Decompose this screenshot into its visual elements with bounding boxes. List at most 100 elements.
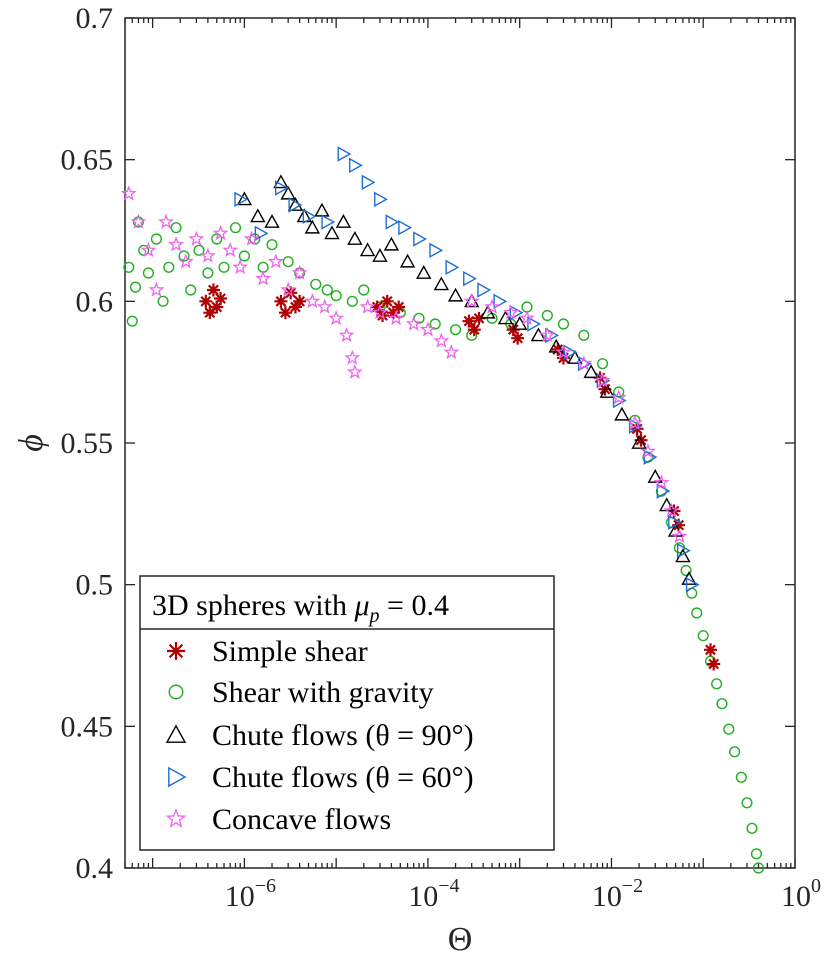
data-point: [278, 306, 292, 320]
legend-marker-triangle-right: [168, 766, 187, 788]
data-point: [697, 630, 709, 642]
data-point: [310, 278, 322, 290]
data-point: [614, 406, 630, 421]
x-axis-label: Θ: [448, 921, 473, 958]
data-point: [142, 267, 155, 279]
data-point: [199, 247, 216, 263]
data-point: [267, 253, 284, 269]
data-point: [321, 284, 333, 296]
data-point: [158, 213, 174, 229]
legend-box: [139, 575, 555, 851]
data-point: [594, 372, 611, 388]
data-point: [148, 281, 165, 297]
data-point: [716, 698, 728, 710]
y-tick-label: 0.7: [76, 2, 114, 35]
data-point: [429, 318, 441, 330]
data-point: [280, 281, 297, 297]
legend-entry-label: Shear with gravity: [212, 676, 434, 709]
data-point: [433, 276, 450, 291]
data-point: [288, 300, 302, 314]
data-point: [150, 233, 162, 245]
data-point: [484, 298, 501, 314]
data-point: [385, 214, 400, 230]
data-point: [344, 349, 361, 365]
data-point: [346, 295, 358, 307]
data-point: [255, 270, 272, 286]
data-point: [232, 258, 249, 275]
data-point: [321, 214, 336, 230]
data-point: [467, 323, 481, 337]
data-point: [335, 214, 352, 228]
data-point: [741, 797, 753, 809]
data-point: [511, 331, 525, 345]
data-point: [429, 242, 444, 259]
x-tick-labels: 10−6 10−4 10−2 100: [225, 875, 821, 913]
data-point: [628, 418, 643, 434]
data-point: [193, 244, 205, 256]
data-point: [729, 746, 741, 758]
data-point: [293, 294, 307, 308]
data-point: [750, 848, 763, 860]
data-point: [218, 261, 230, 273]
data-point: [681, 571, 697, 585]
data-point: [416, 265, 432, 279]
data-point: [280, 185, 296, 200]
data-point: [222, 241, 239, 258]
legend-entry-label: Chute flows (θ = 60°): [212, 761, 474, 794]
data-point: [214, 292, 228, 305]
data-point: [238, 250, 250, 262]
data-point: [372, 248, 388, 262]
data-point: [631, 435, 647, 449]
data-point: [599, 384, 615, 398]
data-point: [464, 293, 480, 308]
data-point: [282, 256, 294, 268]
data-point: [399, 253, 416, 268]
data-point: [691, 607, 703, 619]
legend-entry-label: Chute flows (θ = 90°): [212, 719, 474, 752]
data-point: [445, 259, 460, 276]
data-point: [578, 329, 590, 341]
legend-markers: [165, 642, 187, 828]
data-point: [392, 300, 406, 314]
data-point: [126, 315, 138, 327]
legend-marker-circle: [168, 684, 184, 700]
data-point: [206, 283, 220, 297]
data-point: [707, 657, 721, 671]
data-point: [316, 298, 333, 314]
y-tick-label: 0.4: [76, 852, 114, 885]
data-point: [273, 174, 289, 189]
data-point: [347, 231, 363, 245]
data-point: [163, 261, 175, 273]
data-point: [177, 253, 194, 269]
data-point: [685, 576, 700, 593]
data-point: [647, 469, 663, 483]
data-point: [234, 191, 249, 208]
data-point: [199, 294, 213, 308]
data-point: [653, 474, 670, 490]
data-point: [338, 326, 355, 343]
data-point: [266, 239, 278, 251]
y-tick-label: 0.45: [61, 710, 114, 743]
data-point: [380, 294, 394, 308]
legend: 3D spheres with μp = 0.4 Simple shear Sh…: [139, 575, 555, 851]
data-point: [477, 282, 492, 298]
legend-marker-star: [165, 808, 187, 828]
data-point: [359, 242, 376, 257]
data-point: [337, 146, 352, 162]
data-point: [556, 351, 570, 365]
data-point: [447, 287, 464, 302]
data-point: [358, 284, 370, 296]
data-point: [626, 414, 643, 430]
data-point: [723, 723, 735, 735]
data-point: [243, 230, 260, 246]
data-layer: [120, 146, 765, 874]
y-axis-label: ϕ: [13, 434, 50, 452]
data-point: [130, 213, 147, 229]
data-point: [383, 236, 400, 251]
data-point: [711, 678, 723, 690]
data-point: [371, 304, 388, 320]
data-point: [330, 290, 342, 302]
series-triangle-right: [234, 146, 700, 593]
data-point: [672, 518, 686, 532]
